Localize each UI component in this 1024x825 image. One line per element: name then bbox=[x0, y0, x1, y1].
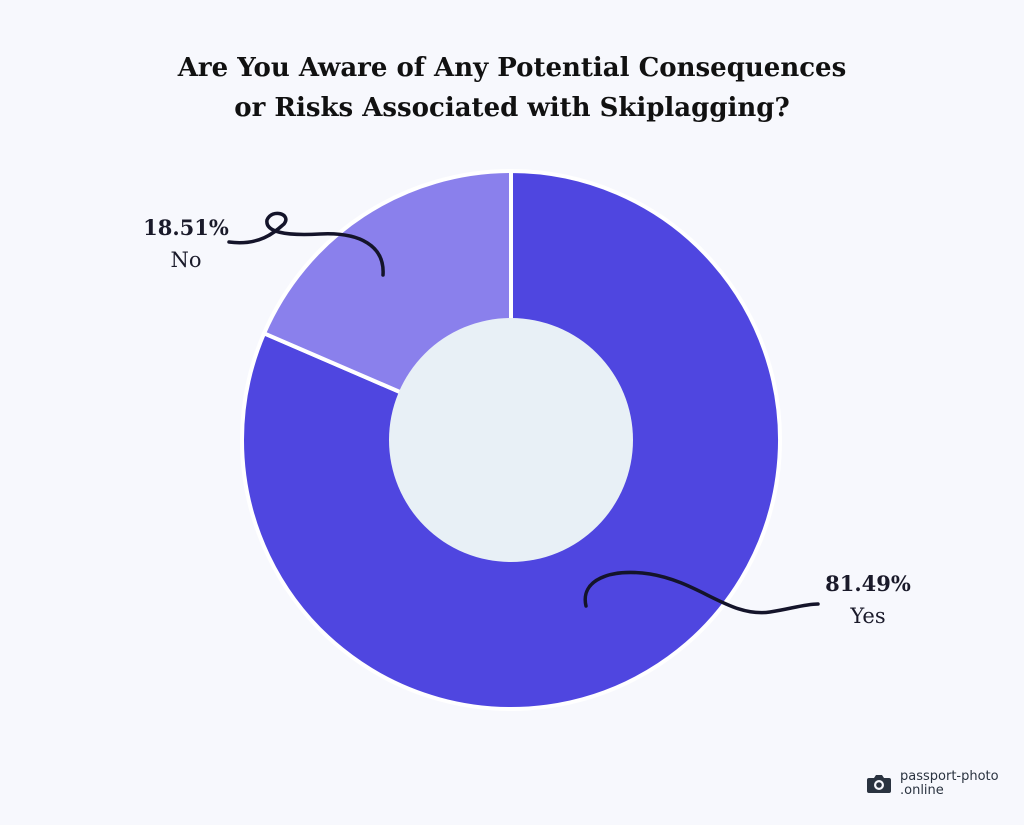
logo-text-line2: .online bbox=[900, 783, 944, 798]
yes-value-label: 81.49% bbox=[825, 571, 911, 596]
yes-connector-line bbox=[583, 570, 820, 615]
no-value-label: 18.51% bbox=[143, 215, 229, 240]
no-category-label: No bbox=[170, 248, 202, 272]
logo-text-line1: passport-photo bbox=[900, 769, 999, 784]
camera-icon bbox=[867, 775, 891, 793]
title-line-1: Are You Aware of Any Potential Consequen… bbox=[177, 53, 847, 83]
yes-category-label: Yes bbox=[850, 604, 886, 628]
yes-label: 81.49% Yes bbox=[816, 568, 920, 632]
no-label: 18.51% No bbox=[136, 212, 236, 276]
brand-logo: passport-photo .online bbox=[866, 770, 999, 798]
title-line-2: or Risks Associated with Skiplagging? bbox=[234, 93, 790, 123]
donut-hole bbox=[389, 318, 633, 562]
chart-title: Are You Aware of Any Potential Consequen… bbox=[0, 48, 1024, 128]
no-connector-line bbox=[227, 211, 385, 277]
